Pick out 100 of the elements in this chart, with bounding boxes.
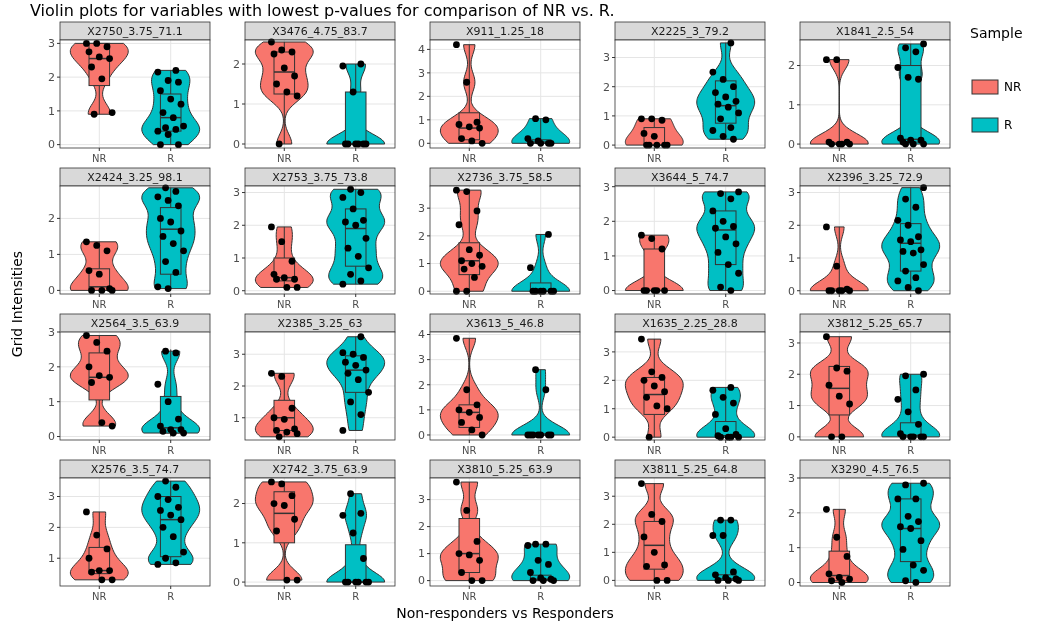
y-tick-label: 1: [788, 541, 795, 555]
x-tick-label: NR: [277, 445, 292, 456]
y-tick-label: 0: [48, 138, 55, 152]
x-tick-label: R: [722, 299, 730, 310]
x-tick-label: NR: [832, 445, 847, 456]
y-tick-label: 3: [48, 37, 55, 51]
y-tick-label: 3: [233, 186, 240, 200]
y-tick-label: 1: [603, 402, 610, 416]
y-tick-label: 1: [418, 403, 425, 417]
y-tick-label: 1: [48, 248, 55, 262]
y-tick-label: 3: [603, 180, 610, 194]
y-tick-label: 0: [788, 137, 795, 151]
y-tick-label: 2: [233, 219, 240, 233]
x-tick-label: NR: [277, 299, 292, 310]
y-tick-label: 2: [603, 215, 610, 229]
y-tick-label: 4: [418, 328, 425, 342]
y-tick-label: 2: [603, 518, 610, 532]
y-tick-label: 2: [233, 57, 240, 71]
y-tick-label: 2: [603, 374, 610, 388]
chart-title: X1635_2.25_28.8: [642, 317, 738, 330]
y-tick-label: 1: [233, 97, 240, 111]
chart-title: X2576_3.5_74.7: [90, 463, 180, 476]
x-tick-label: R: [352, 445, 360, 456]
x-tick-label: R: [352, 153, 360, 164]
y-axis-title: Grid Intensities: [9, 250, 25, 358]
y-tick-label: 1: [603, 546, 610, 560]
x-tick-label: NR: [462, 591, 477, 602]
y-tick-label: 3: [48, 490, 55, 504]
chart-title: X3810_5.25_63.9: [457, 463, 553, 476]
y-tick-label: 1: [603, 109, 610, 123]
y-tick-label: 1: [788, 251, 795, 265]
x-tick-label: R: [907, 591, 915, 602]
y-tick-label: 1: [418, 113, 425, 127]
y-tick-label: 0: [418, 574, 425, 588]
x-tick-label: NR: [92, 299, 107, 310]
y-tick-label: 0: [418, 137, 425, 151]
y-tick-label: 3: [788, 471, 795, 485]
x-tick-label: NR: [647, 591, 662, 602]
y-tick-label: 0: [788, 576, 795, 590]
x-tick-label: NR: [277, 591, 292, 602]
x-tick-label: NR: [832, 153, 847, 164]
y-tick-label: 2: [788, 59, 795, 73]
y-tick-label: 2: [48, 360, 55, 374]
chart-title: X2396_3.25_72.9: [827, 171, 923, 184]
y-tick-label: 2: [418, 378, 425, 392]
y-tick-label: 3: [788, 186, 795, 200]
chart-title: X2225_3_79.2: [650, 25, 730, 38]
y-tick-label: 0: [603, 431, 610, 445]
y-tick-label: 2: [48, 521, 55, 535]
x-tick-label: R: [167, 299, 175, 310]
y-tick-label: 0: [603, 574, 610, 588]
chart-title: X2736_3.75_58.5: [457, 171, 553, 184]
x-tick-label: NR: [92, 153, 107, 164]
y-tick-label: 1: [48, 395, 55, 409]
x-tick-label: R: [352, 591, 360, 602]
y-tick-label: 3: [233, 348, 240, 362]
y-tick-label: 1: [788, 399, 795, 413]
chart-title: X2742_3.75_63.9: [272, 463, 368, 476]
chart-title: X3476_4.75_83.7: [272, 25, 368, 38]
y-tick-label: 3: [418, 202, 425, 215]
y-tick-label: 0: [233, 284, 240, 298]
x-tick-label: NR: [647, 153, 662, 164]
y-tick-label: 0: [233, 575, 240, 589]
y-tick-label: 0: [233, 137, 240, 151]
x-tick-label: NR: [92, 445, 107, 456]
chart-title: X3613_5_46.8: [465, 317, 545, 330]
y-tick-label: 2: [418, 229, 425, 243]
y-tick-label: 1: [233, 411, 240, 425]
chart-title: X2750_3.75_71.1: [87, 25, 183, 38]
y-tick-label: 2: [233, 497, 240, 511]
x-tick-label: NR: [277, 153, 292, 164]
x-tick-label: R: [167, 445, 175, 456]
x-tick-label: R: [537, 445, 545, 456]
y-tick-label: 1: [48, 552, 55, 566]
chart-title: X3644_5_74.7: [650, 171, 730, 184]
y-tick-label: 3: [603, 345, 610, 359]
chart-title: X2753_3.75_73.8: [272, 171, 368, 184]
y-tick-label: 3: [418, 493, 425, 507]
x-tick-label: NR: [647, 299, 662, 310]
chart-title: X3812_5.25_65.7: [827, 317, 923, 330]
y-tick-label: 3: [48, 325, 55, 339]
y-tick-label: 3: [418, 66, 425, 80]
x-tick-label: R: [352, 299, 360, 310]
y-tick-label: 1: [603, 249, 610, 263]
x-tick-label: NR: [462, 445, 477, 456]
y-tick-label: 1: [233, 251, 240, 265]
chart-title: X1841_2.5_54: [835, 25, 915, 38]
y-tick-label: 2: [48, 70, 55, 84]
y-tick-label: 0: [603, 284, 610, 298]
y-tick-label: 2: [603, 80, 610, 94]
x-tick-label: R: [537, 153, 545, 164]
y-tick-label: 2: [418, 90, 425, 104]
y-tick-label: 0: [418, 285, 425, 299]
x-tick-label: R: [537, 299, 545, 310]
y-tick-label: 2: [788, 506, 795, 520]
chart-title: X911_1.25_18: [465, 25, 545, 38]
x-tick-label: R: [537, 591, 545, 602]
y-tick-label: 1: [418, 547, 425, 561]
x-tick-label: R: [722, 153, 730, 164]
y-tick-label: 0: [788, 284, 795, 298]
